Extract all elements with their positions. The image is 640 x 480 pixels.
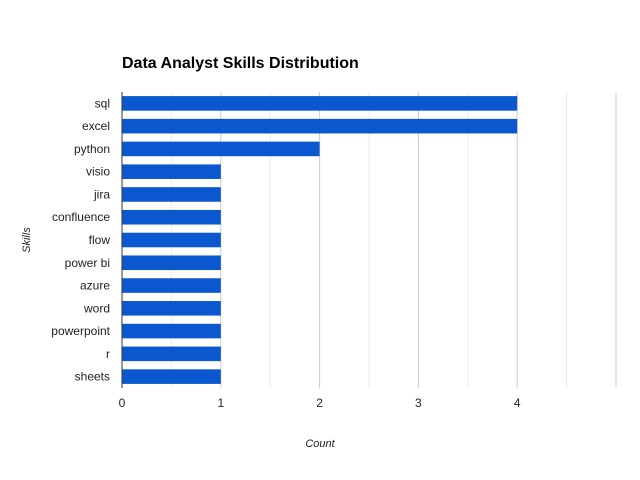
y-tick-label: jira: [93, 187, 110, 201]
y-tick-labels: sql excel python visio jira confluence flow pow…: [51, 96, 110, 383]
y-tick-label: python: [74, 142, 110, 156]
x-tick-label: 3: [415, 396, 422, 410]
bar-python: [122, 141, 320, 157]
x-tick-labels: 0 1 2 3 4: [119, 396, 521, 410]
bar-sql: [122, 96, 518, 111]
y-tick-label: confluence: [52, 210, 110, 224]
bar-powerpoint: [122, 323, 221, 339]
y-tick-label: sql: [95, 96, 110, 110]
y-tick-label: word: [83, 301, 110, 315]
y-tick-label: r: [106, 347, 110, 361]
x-tick-label: 1: [217, 396, 224, 410]
x-tick-label: 0: [119, 396, 126, 410]
x-axis-title: Count: [305, 438, 335, 450]
bars-layer: [122, 96, 518, 384]
y-tick-label: excel: [82, 119, 110, 133]
y-tick-label: sheets: [75, 370, 110, 384]
bar-azure: [122, 278, 221, 293]
bar-excel: [122, 118, 518, 134]
y-tick-label: visio: [86, 165, 110, 179]
bar-confluence: [122, 209, 221, 225]
bar-sheets: [122, 369, 221, 384]
bar-visio: [122, 164, 221, 179]
x-tick-label: 2: [316, 396, 323, 410]
chart-title: Data Analyst Skills Distribution: [122, 55, 359, 72]
x-tick-label: 4: [514, 396, 521, 410]
y-tick-label: flow: [89, 233, 111, 247]
y-axis-title: Skills: [21, 227, 33, 253]
y-tick-label: power bi: [65, 256, 110, 270]
bar-power-bi: [122, 255, 221, 271]
bar-flow: [122, 232, 221, 248]
bar-r: [122, 346, 221, 362]
bar-jira: [122, 187, 221, 202]
y-tick-label: powerpoint: [51, 324, 110, 338]
bar-word: [122, 301, 221, 316]
y-tick-label: azure: [80, 279, 110, 293]
